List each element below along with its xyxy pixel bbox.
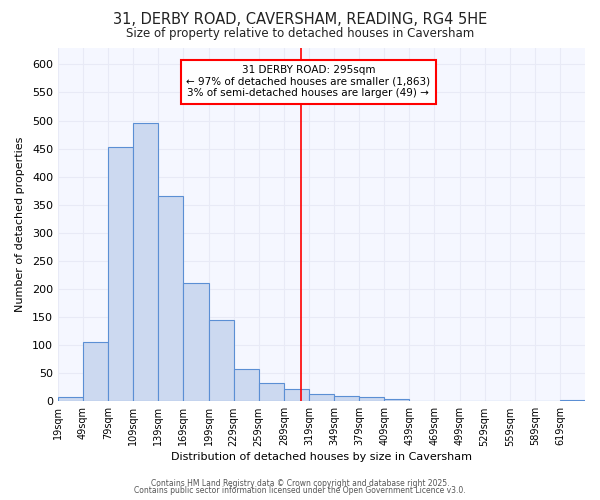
Bar xyxy=(384,398,409,402)
Bar xyxy=(284,389,309,402)
Bar xyxy=(359,398,384,402)
Text: 31 DERBY ROAD: 295sqm
← 97% of detached houses are smaller (1,863)
3% of semi-de: 31 DERBY ROAD: 295sqm ← 97% of detached … xyxy=(186,65,430,98)
Bar xyxy=(58,398,83,402)
Bar xyxy=(108,148,133,402)
Y-axis label: Number of detached properties: Number of detached properties xyxy=(15,136,25,312)
Bar xyxy=(259,384,284,402)
Bar xyxy=(83,342,108,402)
Text: Size of property relative to detached houses in Caversham: Size of property relative to detached ho… xyxy=(126,28,474,40)
Text: 31, DERBY ROAD, CAVERSHAM, READING, RG4 5HE: 31, DERBY ROAD, CAVERSHAM, READING, RG4 … xyxy=(113,12,487,28)
Text: Contains public sector information licensed under the Open Government Licence v3: Contains public sector information licen… xyxy=(134,486,466,495)
X-axis label: Distribution of detached houses by size in Caversham: Distribution of detached houses by size … xyxy=(171,452,472,462)
Bar xyxy=(560,400,585,402)
Bar xyxy=(309,394,334,402)
Bar xyxy=(233,370,259,402)
Bar xyxy=(184,284,209,402)
Text: Contains HM Land Registry data © Crown copyright and database right 2025.: Contains HM Land Registry data © Crown c… xyxy=(151,478,449,488)
Bar xyxy=(133,124,158,402)
Bar xyxy=(209,320,233,402)
Bar xyxy=(158,196,184,402)
Bar xyxy=(334,396,359,402)
